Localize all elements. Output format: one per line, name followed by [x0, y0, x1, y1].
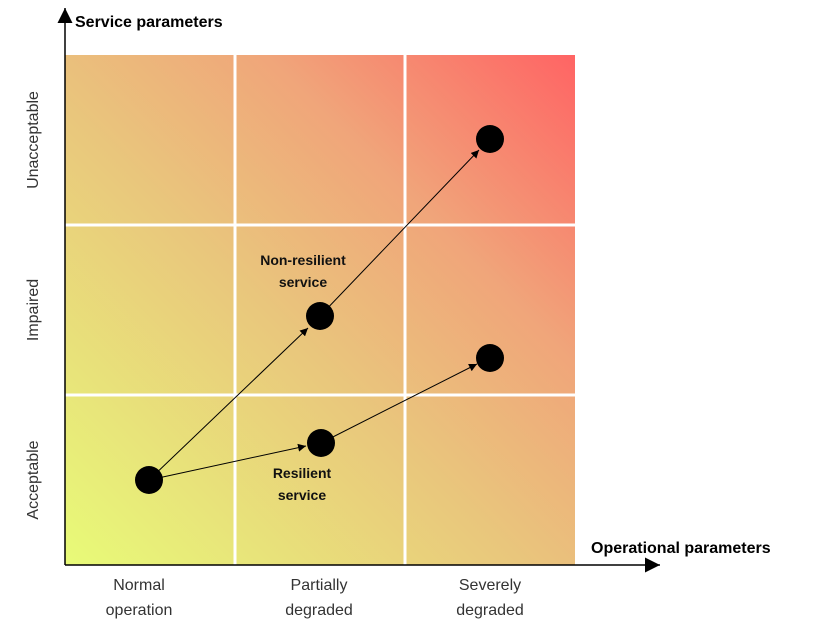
arrow-normal-to-resilient-mid [148, 443, 307, 481]
x-level-severe-line2: degraded [456, 602, 524, 619]
x-level-partial-line1: Partially [291, 577, 348, 594]
x-axis-title: Operational parameters [591, 540, 771, 557]
label-resilient-line1: Resilient [273, 465, 332, 481]
point-resilient-severe [476, 344, 504, 372]
y-axis-title: Service parameters [75, 14, 223, 31]
label-resilient-line2: service [278, 487, 326, 503]
arrow-resilient-mid-to-end [320, 363, 478, 444]
y-level-acceptable: Acceptable [25, 440, 42, 519]
points [135, 125, 504, 494]
arrows [148, 149, 480, 481]
x-level-severe-line1: Severely [459, 577, 521, 594]
label-nonresilient-line1: Non-resilient [260, 252, 346, 268]
x-level-partial-line2: degraded [285, 602, 353, 619]
point-resilient-partial [307, 429, 335, 457]
point-nonresilient-partial [306, 302, 334, 330]
x-level-normal-line2: operation [106, 602, 173, 619]
y-level-impaired: Impaired [25, 279, 42, 341]
x-level-normal-line1: Normal [113, 577, 165, 594]
grid [65, 55, 575, 565]
point-nonresilient-severe [476, 125, 504, 153]
y-level-unacceptable: Unacceptable [25, 91, 42, 189]
point-normal-acceptable [135, 466, 163, 494]
label-nonresilient-line2: service [279, 274, 327, 290]
arrow-normal-to-nonresilient-mid [148, 327, 309, 481]
arrow-nonresilient-mid-to-end [319, 149, 480, 317]
